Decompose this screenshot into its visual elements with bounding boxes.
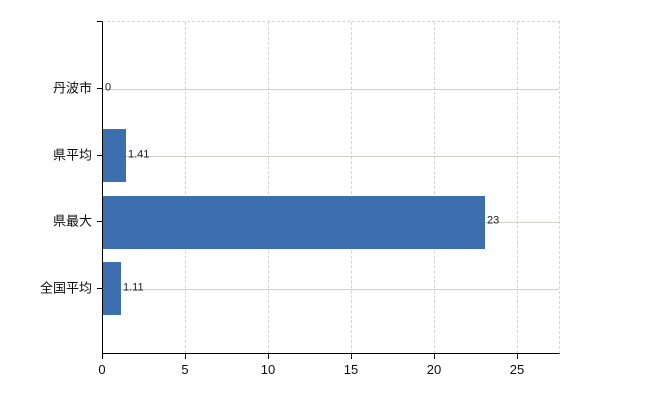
- gridline-vertical: [434, 22, 435, 353]
- gridline-vertical: [351, 22, 352, 353]
- y-axis-tick: [97, 155, 102, 156]
- gridline-horizontal: [103, 155, 559, 157]
- y-axis-tick: [97, 88, 102, 89]
- x-axis-tick: [102, 354, 103, 359]
- bar-value-label: 0: [105, 81, 112, 94]
- x-axis-tick: [185, 354, 186, 359]
- x-axis-tick: [268, 354, 269, 359]
- gridline-vertical: [185, 22, 186, 353]
- bar: [103, 196, 485, 249]
- x-axis-tick: [351, 354, 352, 359]
- y-axis-tick: [97, 288, 102, 289]
- bar-value-label: 1.41: [128, 148, 150, 160]
- x-axis-tick: [517, 354, 518, 359]
- gridline-horizontal: [103, 288, 559, 290]
- bar-value-label: 1.11: [123, 281, 144, 293]
- plot-area: [102, 21, 560, 354]
- x-axis-tick-label: 15: [343, 362, 359, 377]
- gridline-vertical: [268, 22, 269, 353]
- bar: [103, 129, 126, 182]
- category-label: 県最大: [52, 213, 92, 229]
- bar: [103, 262, 121, 315]
- gridline-vertical: [517, 22, 518, 353]
- x-axis-tick-label: 5: [181, 362, 189, 377]
- category-label: 丹波市: [52, 80, 92, 96]
- category-label: 全国平均: [39, 280, 92, 295]
- bar-value-label: 23: [487, 214, 500, 227]
- x-axis-tick-label: 20: [426, 362, 442, 377]
- category-label: 県平均: [52, 147, 92, 162]
- x-axis-tick-label: 10: [260, 362, 276, 377]
- x-axis-tick: [434, 354, 435, 359]
- y-axis-end-tick: [97, 21, 102, 22]
- x-axis-tick-label: 25: [509, 362, 525, 377]
- y-axis-tick: [97, 221, 102, 222]
- gridline-horizontal: [103, 89, 559, 90]
- x-axis-tick-label: 0: [98, 362, 106, 377]
